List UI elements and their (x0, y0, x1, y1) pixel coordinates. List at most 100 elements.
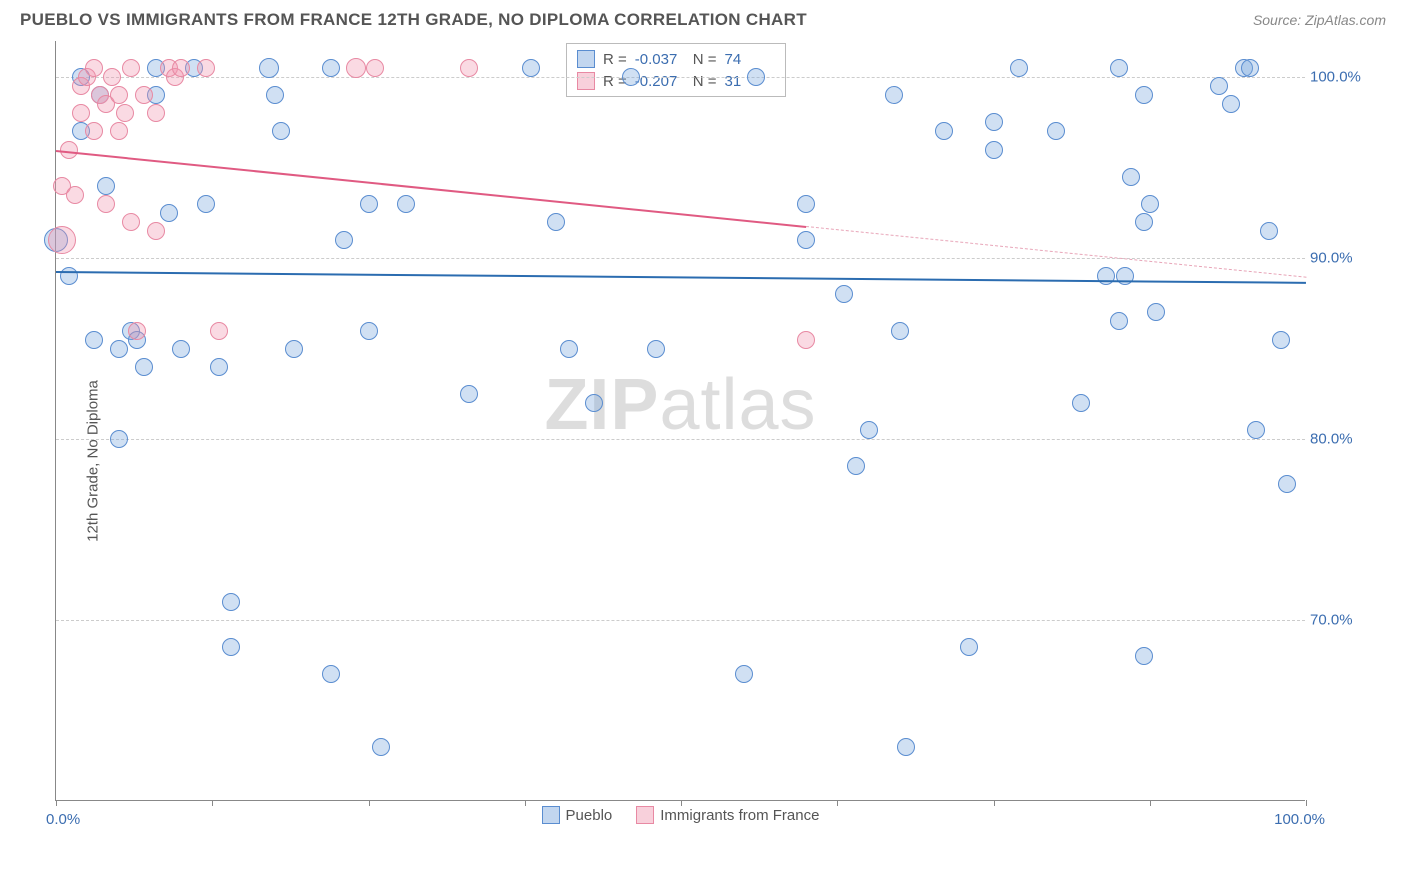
data-point (522, 59, 540, 77)
data-point (110, 340, 128, 358)
data-point (222, 638, 240, 656)
data-point (197, 59, 215, 77)
data-point (1097, 267, 1115, 285)
x-tick (56, 800, 57, 806)
x-tick (212, 800, 213, 806)
data-point (1110, 312, 1128, 330)
data-point (66, 186, 84, 204)
r-value: -0.037 (635, 51, 685, 68)
data-point (1222, 95, 1240, 113)
data-point (1278, 475, 1296, 493)
data-point (647, 340, 665, 358)
data-point (797, 231, 815, 249)
data-point (1272, 331, 1290, 349)
title-bar: PUEBLO VS IMMIGRANTS FROM FRANCE 12TH GR… (0, 0, 1406, 36)
legend-stat-row: R = -0.037 N = 74 (577, 48, 775, 70)
data-point (860, 421, 878, 439)
legend-stat-row: R =-0.207N =31 (577, 70, 775, 92)
gridline (56, 620, 1305, 621)
data-point (210, 358, 228, 376)
data-point (1210, 77, 1228, 95)
data-point (897, 738, 915, 756)
data-point (172, 340, 190, 358)
data-point (985, 113, 1003, 131)
data-point (935, 122, 953, 140)
n-value: 74 (725, 51, 775, 68)
data-point (85, 122, 103, 140)
gridline (56, 77, 1305, 78)
legend-item: Immigrants from France (636, 806, 819, 824)
data-point (547, 213, 565, 231)
x-axis-min-label: 0.0% (46, 811, 80, 828)
data-point (1047, 122, 1065, 140)
data-point (360, 322, 378, 340)
gridline (56, 439, 1305, 440)
x-tick (994, 800, 995, 806)
data-point (85, 59, 103, 77)
x-tick (525, 800, 526, 806)
data-point (285, 340, 303, 358)
legend-item: Pueblo (542, 806, 613, 824)
data-point (110, 430, 128, 448)
r-value: -0.207 (635, 73, 685, 90)
data-point (60, 267, 78, 285)
data-point (160, 204, 178, 222)
data-point (622, 68, 640, 86)
y-tick-label: 80.0% (1310, 431, 1390, 448)
data-point (891, 322, 909, 340)
x-tick (681, 800, 682, 806)
data-point (735, 665, 753, 683)
data-point (122, 59, 140, 77)
data-point (97, 177, 115, 195)
data-point (1072, 394, 1090, 412)
y-tick-label: 100.0% (1310, 69, 1390, 86)
y-tick-label: 70.0% (1310, 612, 1390, 629)
data-point (259, 58, 279, 78)
data-point (346, 58, 366, 78)
x-axis-max-label: 100.0% (1274, 811, 1325, 828)
data-point (747, 68, 765, 86)
data-point (335, 231, 353, 249)
legend-label: Pueblo (566, 807, 613, 824)
data-point (135, 358, 153, 376)
data-point (797, 331, 815, 349)
x-tick (369, 800, 370, 806)
data-point (797, 195, 815, 213)
data-point (72, 104, 90, 122)
data-point (97, 195, 115, 213)
chart-wrap: 12th Grade, No Diploma ZIPatlas R =-0.03… (0, 36, 1406, 886)
data-point (397, 195, 415, 213)
regression-line (806, 226, 1306, 278)
data-point (372, 738, 390, 756)
data-point (585, 394, 603, 412)
data-point (1110, 59, 1128, 77)
data-point (1116, 267, 1134, 285)
data-point (835, 285, 853, 303)
data-point (135, 86, 153, 104)
r-label: R = (603, 51, 627, 68)
data-point (960, 638, 978, 656)
legend-swatch (577, 72, 595, 90)
n-label: N = (693, 51, 717, 68)
data-point (48, 226, 76, 254)
data-point (172, 59, 190, 77)
x-tick (1150, 800, 1151, 806)
data-point (103, 68, 121, 86)
data-point (847, 457, 865, 475)
data-point (197, 195, 215, 213)
data-point (210, 322, 228, 340)
data-point (885, 86, 903, 104)
legend-swatch (542, 806, 560, 824)
legend-series: Pueblo Immigrants from France (56, 806, 1305, 828)
y-tick-label: 90.0% (1310, 250, 1390, 267)
data-point (460, 385, 478, 403)
data-point (1122, 168, 1140, 186)
data-point (560, 340, 578, 358)
data-point (1247, 421, 1265, 439)
source-label: Source: ZipAtlas.com (1253, 12, 1386, 28)
data-point (85, 331, 103, 349)
scatter-plot: ZIPatlas R =-0.037N =74R =-0.207N =31 Pu… (55, 41, 1305, 801)
data-point (266, 86, 284, 104)
data-point (985, 141, 1003, 159)
x-tick (837, 800, 838, 806)
